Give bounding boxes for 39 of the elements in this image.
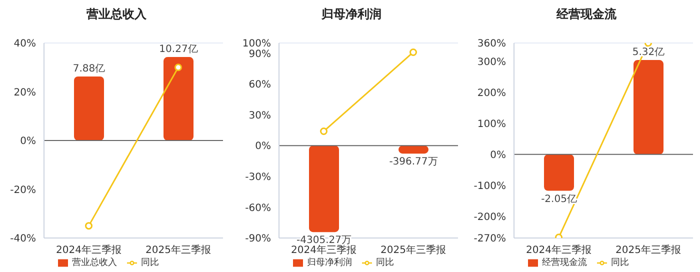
y-tick-label: 100% — [242, 38, 271, 50]
y-tick-label: -30% — [245, 172, 271, 183]
x-tick-label: 2024年三季报 — [291, 244, 356, 256]
x-tick-label: 2025年三季报 — [380, 244, 446, 256]
chart-title: 归母净利润 — [320, 6, 382, 23]
y-tick-label: -90% — [245, 234, 271, 245]
y-tick-label: 60% — [248, 80, 271, 91]
legend-label: 归母净利润 — [307, 258, 352, 268]
x-tick-label: 2025年三季报 — [146, 244, 211, 256]
x-tick-label: 2025年三季报 — [616, 244, 681, 256]
y-tick-label: 300% — [477, 57, 506, 68]
legend-label: 营业总收入 — [72, 258, 117, 268]
x-tick-label: 2024年三季报 — [526, 244, 592, 256]
data-label: 10.27亿 — [159, 44, 198, 56]
legend-label: 同比 — [376, 258, 394, 268]
y-tick-label: -20% — [10, 184, 36, 196]
chart-title: 营业总收入 — [86, 6, 148, 23]
data-label: -396.77万 — [389, 156, 438, 168]
legend-label: 同比 — [141, 258, 159, 268]
y-tick-label: 360% — [477, 38, 506, 50]
y-tick-label: 0% — [490, 150, 506, 161]
y-tick-label: 90% — [248, 48, 271, 60]
y-tick-label: 40% — [14, 38, 36, 50]
data-label: 7.88亿 — [72, 63, 106, 74]
y-tick-label: 200% — [477, 88, 506, 100]
y-tick-label: -40% — [10, 234, 36, 245]
y-tick-label: -60% — [245, 202, 271, 214]
y-tick-label: -200% — [474, 212, 506, 223]
y-tick-label: 100% — [477, 119, 506, 130]
y-tick-label: 0% — [255, 141, 271, 152]
x-tick-label: 2024年三季报 — [56, 244, 122, 256]
y-tick-label: 0% — [20, 136, 36, 148]
legend-label: 同比 — [611, 258, 629, 268]
y-tick-label: -100% — [474, 180, 506, 192]
y-tick-label: 20% — [14, 87, 36, 98]
y-tick-label: -270% — [474, 234, 506, 245]
chart-title: 经营现金流 — [555, 6, 618, 23]
legend-label: 经营现金流 — [542, 258, 587, 268]
y-tick-label: 30% — [248, 110, 271, 122]
